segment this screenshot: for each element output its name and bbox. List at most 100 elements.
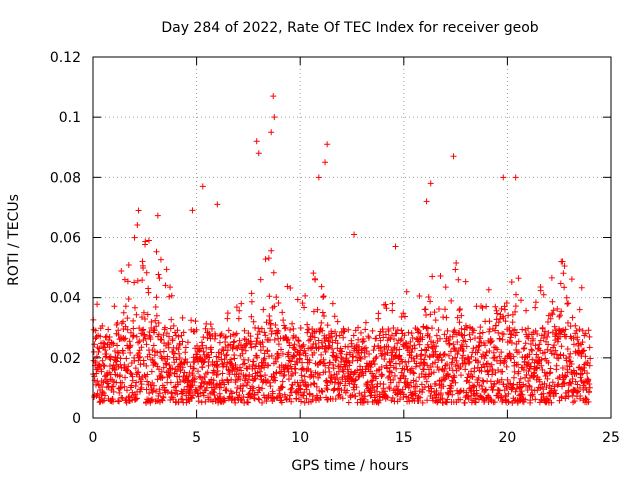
data-point <box>428 385 435 392</box>
data-point <box>519 326 526 333</box>
data-point <box>373 354 380 361</box>
data-point <box>393 365 400 372</box>
data-point <box>366 351 373 358</box>
data-point <box>574 381 581 388</box>
data-point <box>113 358 120 365</box>
data-point <box>482 387 489 394</box>
data-point <box>262 256 269 263</box>
data-point <box>211 392 218 399</box>
data-point <box>548 399 555 406</box>
data-point <box>163 330 170 337</box>
data-point <box>469 373 476 380</box>
data-point <box>225 366 232 373</box>
y-tick-label: 0.02 <box>50 351 81 367</box>
data-point <box>486 328 493 335</box>
data-point <box>325 364 332 371</box>
data-point <box>284 336 291 343</box>
data-point <box>430 339 437 346</box>
data-point <box>166 362 173 369</box>
data-point <box>563 294 570 301</box>
data-point <box>424 330 431 337</box>
data-point <box>396 352 403 359</box>
data-point <box>181 359 188 366</box>
data-point <box>406 382 413 389</box>
data-point <box>482 386 489 393</box>
data-point <box>402 359 409 366</box>
data-point <box>153 294 160 301</box>
data-point <box>351 231 358 238</box>
data-point <box>117 355 124 362</box>
data-point <box>261 355 268 362</box>
data-point <box>472 395 479 402</box>
x-tick-label: 0 <box>89 430 98 446</box>
data-point <box>356 354 363 361</box>
data-point <box>450 341 457 348</box>
data-point <box>176 350 183 357</box>
data-point <box>310 308 317 315</box>
data-point <box>145 289 152 296</box>
data-point <box>280 317 287 324</box>
data-point <box>509 385 516 392</box>
data-point <box>245 330 252 337</box>
data-point <box>393 383 400 390</box>
data-point <box>369 384 376 391</box>
data-point <box>550 307 557 314</box>
data-point <box>191 365 198 372</box>
data-point <box>576 326 583 333</box>
data-point <box>362 326 369 333</box>
data-point <box>179 364 186 371</box>
data-point <box>267 383 274 390</box>
data-point <box>508 331 515 338</box>
data-point <box>162 324 169 331</box>
data-point <box>236 307 243 314</box>
data-point <box>430 369 437 376</box>
data-point <box>138 344 145 351</box>
data-point <box>102 347 109 354</box>
data-point <box>432 348 439 355</box>
data-point <box>515 349 522 356</box>
data-point <box>101 373 108 380</box>
data-point <box>391 345 398 352</box>
data-point <box>429 273 436 280</box>
data-point <box>279 378 286 385</box>
data-point <box>349 392 356 399</box>
data-point <box>198 379 205 386</box>
data-point <box>324 379 331 386</box>
data-point <box>360 338 367 345</box>
data-point <box>229 390 236 397</box>
data-point <box>125 363 132 370</box>
data-point <box>158 368 165 375</box>
data-point <box>153 248 160 255</box>
data-point <box>317 359 324 366</box>
data-point <box>447 348 454 355</box>
data-point <box>547 365 554 372</box>
data-point <box>422 346 429 353</box>
data-point <box>166 293 173 300</box>
data-point <box>512 303 519 310</box>
data-point <box>273 294 280 301</box>
data-point <box>255 395 262 402</box>
data-point <box>389 300 396 307</box>
data-point <box>420 366 427 373</box>
data-point <box>180 329 187 336</box>
data-point <box>578 284 585 291</box>
data-point <box>434 364 441 371</box>
data-point <box>283 396 290 403</box>
data-point <box>127 342 134 349</box>
data-point <box>308 333 315 340</box>
data-point <box>528 346 535 353</box>
data-point <box>322 159 329 166</box>
data-point <box>214 371 221 378</box>
data-point <box>355 336 362 343</box>
data-point <box>393 330 400 337</box>
data-point <box>545 359 552 366</box>
data-point <box>310 270 317 277</box>
data-point <box>280 373 287 380</box>
data-point <box>189 372 196 379</box>
data-point <box>182 344 189 351</box>
data-point <box>442 375 449 382</box>
data-point <box>135 369 142 376</box>
y-tick-label: 0.06 <box>50 231 81 247</box>
data-point <box>498 349 505 356</box>
data-point <box>222 333 229 340</box>
